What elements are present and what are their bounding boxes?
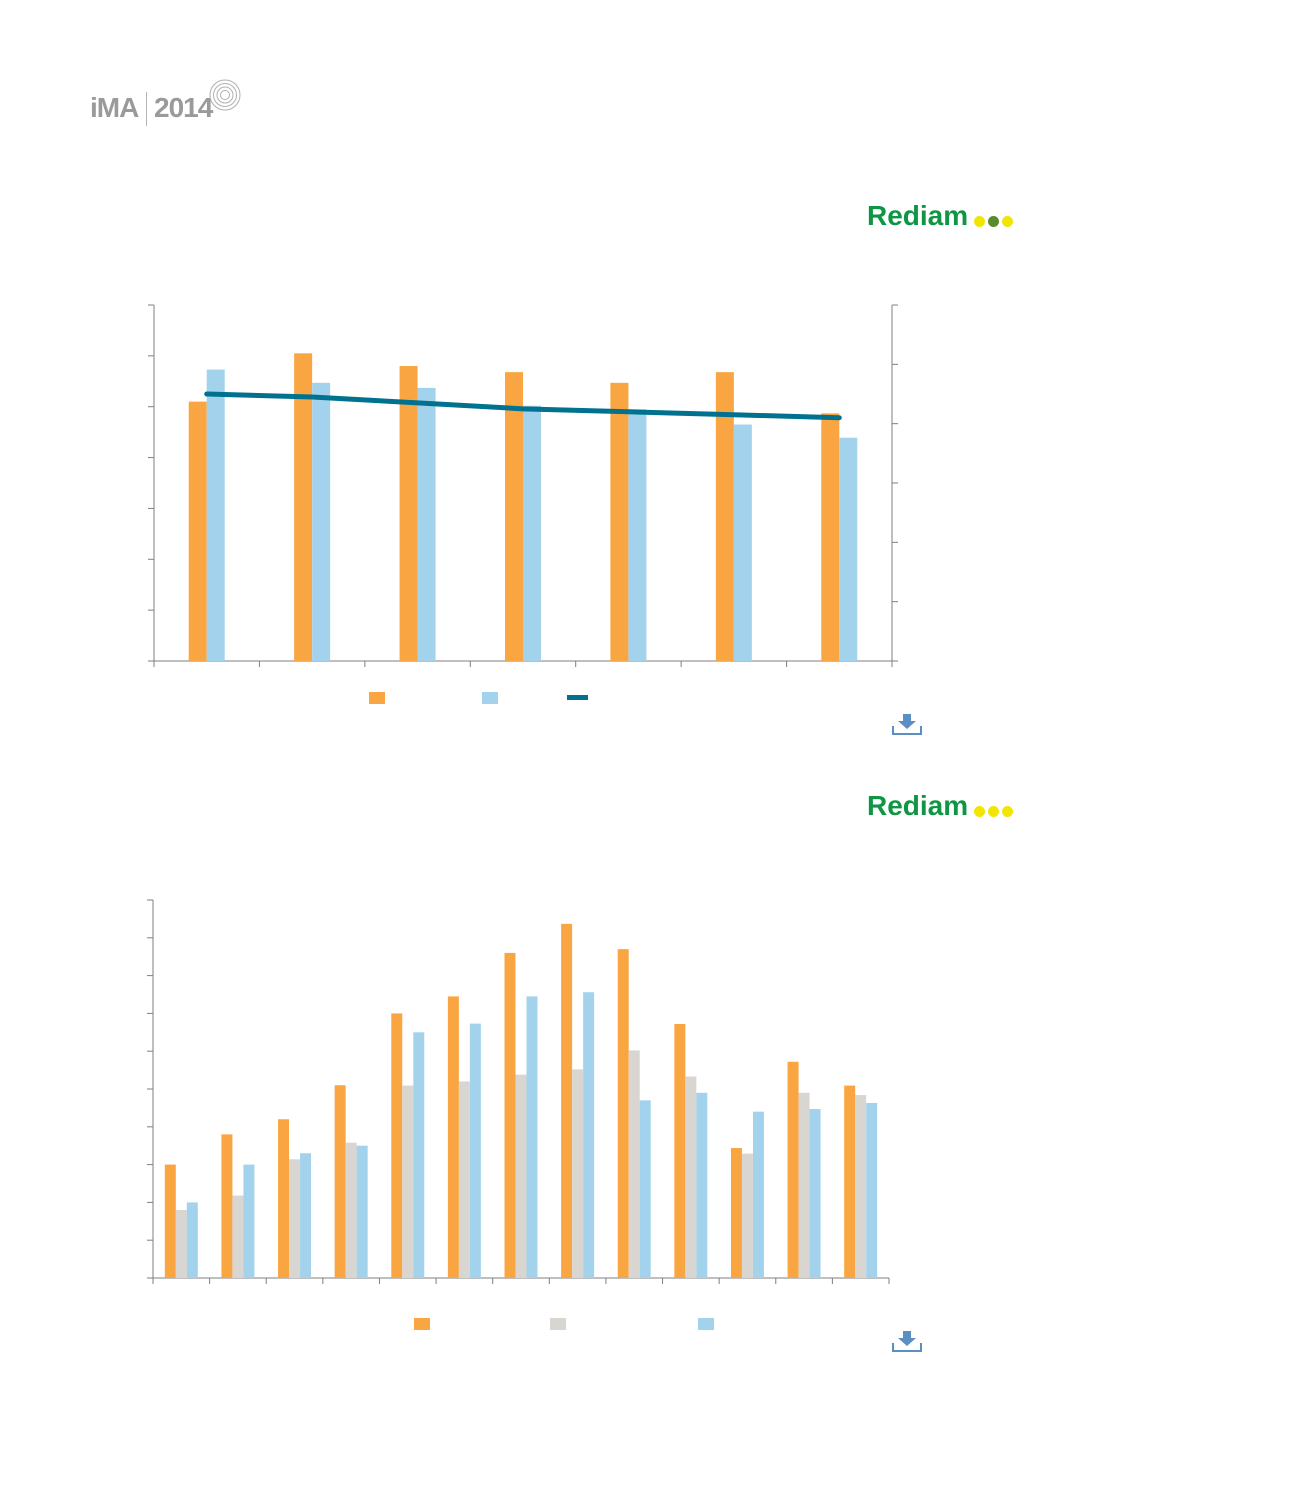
bar xyxy=(798,1092,810,1278)
legend-swatch xyxy=(414,1318,430,1330)
concentric-rings-icon xyxy=(209,79,241,111)
rediam-dot xyxy=(988,215,1000,227)
bar xyxy=(526,996,538,1278)
rediam-logo: Rediam xyxy=(867,790,1016,824)
bar xyxy=(294,353,313,661)
rediam-dot xyxy=(1002,215,1014,227)
bar xyxy=(741,1153,753,1278)
bar xyxy=(787,1061,799,1278)
legend-swatch xyxy=(698,1318,714,1330)
bar xyxy=(345,1142,357,1278)
ima-2014-logo: iMA 2014 xyxy=(90,78,250,134)
bar xyxy=(866,1102,878,1278)
bar xyxy=(561,923,573,1278)
bar xyxy=(752,1111,764,1278)
bar xyxy=(628,1050,640,1278)
bar xyxy=(809,1109,821,1278)
bar xyxy=(855,1095,867,1278)
bar xyxy=(402,1085,414,1278)
logo-ima-text: iMA xyxy=(90,92,139,123)
bar xyxy=(278,1119,290,1278)
legend-swatch xyxy=(482,692,498,704)
bar xyxy=(188,401,207,661)
chart-2 xyxy=(147,899,890,1330)
bar xyxy=(685,1076,697,1278)
bar xyxy=(458,1081,470,1278)
bar xyxy=(164,1164,176,1278)
bar xyxy=(505,372,523,661)
bar xyxy=(312,382,331,661)
bar xyxy=(844,1085,856,1278)
bar xyxy=(413,1032,425,1278)
download-button[interactable] xyxy=(891,712,923,736)
bar xyxy=(334,1085,346,1278)
bar xyxy=(289,1159,301,1278)
chart-2-plot xyxy=(147,899,890,1330)
logo-separator xyxy=(146,92,147,126)
bar xyxy=(696,1092,708,1278)
rediam-dot xyxy=(1002,805,1014,817)
rediam-logo-text: Rediam xyxy=(867,790,969,821)
bar xyxy=(504,952,516,1278)
bar xyxy=(617,949,629,1278)
download-button[interactable] xyxy=(891,1329,923,1353)
bar xyxy=(821,413,840,661)
bar xyxy=(839,437,858,661)
logo-year-text: 2014 xyxy=(154,92,213,123)
bar xyxy=(186,1202,198,1278)
bar xyxy=(447,996,459,1278)
bar xyxy=(206,369,225,661)
bar xyxy=(356,1145,368,1278)
bar xyxy=(674,1023,686,1278)
bar xyxy=(715,372,734,661)
bar xyxy=(515,1074,527,1278)
download-icon xyxy=(892,1331,922,1352)
bar xyxy=(523,405,541,661)
bar xyxy=(610,382,629,661)
download-icon xyxy=(892,714,922,735)
bar xyxy=(417,387,436,661)
rediam-dots xyxy=(974,202,1016,234)
rediam-logo-text: Rediam xyxy=(867,200,969,231)
series-line xyxy=(204,391,842,421)
chart-1-plot xyxy=(148,304,898,704)
bar xyxy=(399,366,418,661)
bar xyxy=(639,1100,651,1278)
bar xyxy=(572,1069,584,1278)
legend-swatch xyxy=(369,692,385,704)
bar xyxy=(175,1209,187,1278)
rediam-dot xyxy=(988,805,1000,817)
bar xyxy=(730,1147,742,1278)
bar xyxy=(232,1195,244,1278)
bar xyxy=(628,409,647,661)
bar xyxy=(300,1153,312,1278)
bar xyxy=(391,1013,403,1278)
rediam-dot xyxy=(974,215,986,227)
chart-1 xyxy=(148,304,898,704)
bar xyxy=(469,1023,481,1278)
legend-swatch xyxy=(550,1318,566,1330)
bar xyxy=(733,424,752,661)
bar xyxy=(583,992,595,1278)
legend-swatch xyxy=(567,695,588,700)
rediam-dot xyxy=(974,805,986,817)
bar xyxy=(221,1134,233,1278)
rediam-dots xyxy=(974,792,1016,824)
bar xyxy=(243,1164,255,1278)
rediam-logo: Rediam xyxy=(867,200,1016,234)
